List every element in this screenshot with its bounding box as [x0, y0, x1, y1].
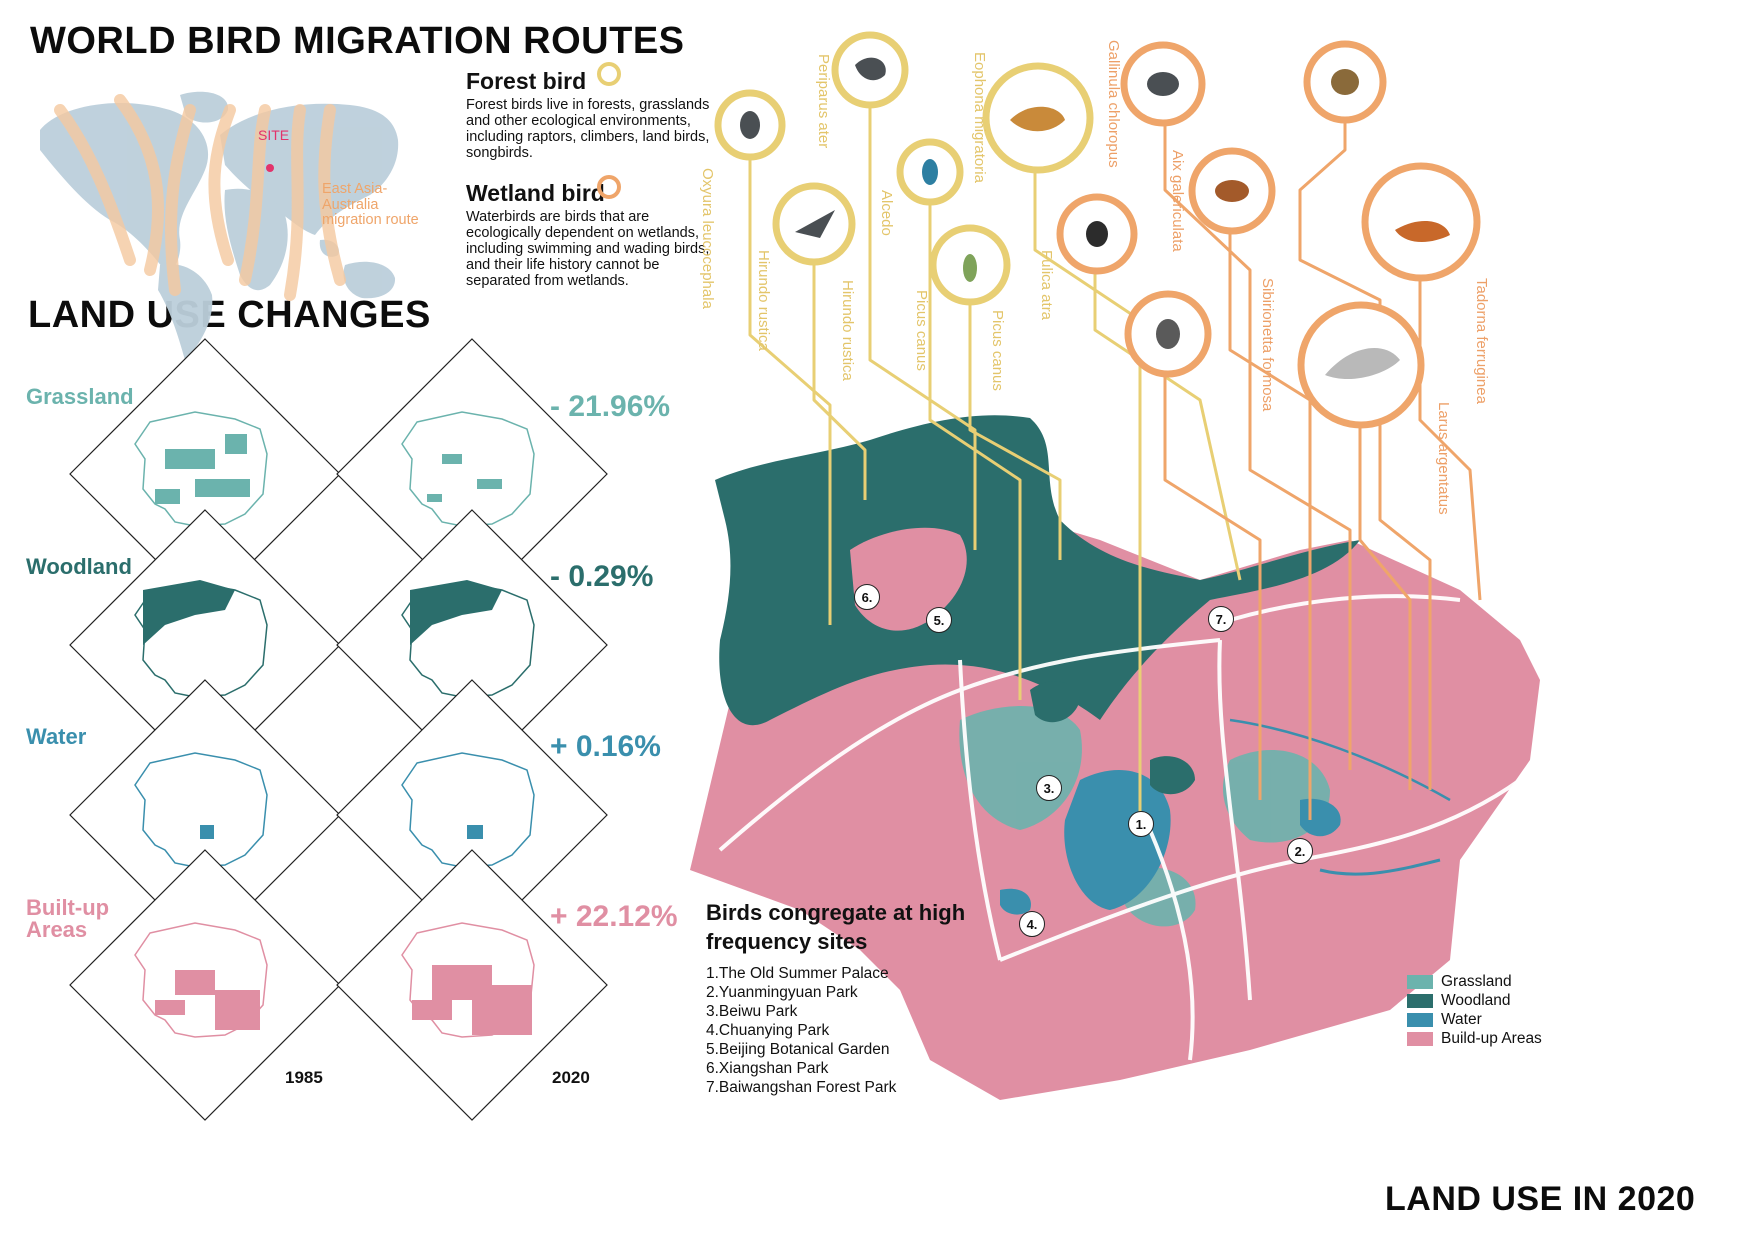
forest-bird-title: Forest bird: [466, 68, 587, 94]
list-item: 5.Beijing Botanical Garden: [706, 1041, 890, 1058]
bird-label-picus-1: Picus canus: [913, 290, 930, 371]
forest-ring-icon: [597, 62, 621, 86]
bird-label-hirundo-1: Hirundo rustica: [755, 250, 772, 351]
site-marker: 7.: [1208, 606, 1234, 632]
land-use-2020-title: LAND USE IN 2020: [1385, 1180, 1696, 1218]
forest-bird-text: Forest birds live in forests, grasslands…: [466, 97, 710, 161]
route-label: East Asia-Australia migration route: [322, 181, 419, 228]
water-swatch: [1407, 1012, 1433, 1027]
list-item: 1.The Old Summer Palace: [706, 965, 889, 982]
list-item: 3.Beiwu Park: [706, 1003, 798, 1020]
year-1985: 1985: [285, 1068, 323, 1087]
bird-label-sibirionetta: Sibirionetta formosa: [1259, 278, 1276, 412]
site-marker: 6.: [854, 584, 880, 610]
land-use-changes-title: LAND USE CHANGES: [28, 294, 431, 336]
bird-label-gallinula: Gallinula chloropus: [1105, 40, 1122, 168]
bird-label-oxyura: Oxyura leucocephala: [699, 168, 716, 309]
legend-label: Build-up Areas: [1441, 1029, 1542, 1047]
bird-label-periparus: Periparus ater: [815, 54, 832, 149]
legend-label: Water: [1441, 1010, 1482, 1028]
woodland-swatch: [1407, 993, 1433, 1008]
site-marker: 4.: [1019, 911, 1045, 937]
bird-label-aix: Aix galericulata: [1169, 150, 1186, 252]
builtup-label: Built-up Areas: [26, 895, 110, 942]
land-use-legend: Grassland Woodland Water Build-up Areas: [1407, 972, 1542, 1048]
bird-label-larus: Larus argentatus: [1435, 402, 1452, 515]
wetland-bird-text: Waterbirds are birds that are ecological…: [466, 209, 710, 289]
wetland-ring-icon: [597, 175, 621, 199]
wetland-bird-title: Wetland bird: [466, 180, 605, 206]
list-item: 4.Chuanying Park: [706, 1022, 830, 1039]
water-change: + 0.16%: [550, 730, 661, 763]
site-marker: 5.: [926, 607, 952, 633]
bird-label-hirundo-2: Hirundo rustica: [839, 280, 856, 381]
list-item: 6.Xiangshan Park: [706, 1060, 829, 1077]
list-item: 7.Baiwangshan Forest Park: [706, 1079, 897, 1096]
year-2020: 2020: [552, 1068, 590, 1087]
woodland-label: Woodland: [26, 554, 132, 579]
migration-title: WORLD BIRD MIGRATION ROUTES: [30, 20, 685, 62]
bird-label-eophona: Eophona migratoria: [971, 52, 988, 183]
grassland-swatch: [1407, 974, 1433, 989]
site-label: SITE: [258, 127, 290, 143]
sites-list: 1.The Old Summer Palace 2.Yuanmingyuan P…: [706, 964, 896, 1097]
bird-label-tadorna: Tadorna ferruginea: [1473, 278, 1490, 404]
legend-label: Grassland: [1441, 972, 1512, 990]
legend-row: Water: [1407, 1010, 1542, 1029]
site-marker: 2.: [1287, 838, 1313, 864]
builtup-swatch: [1407, 1031, 1433, 1046]
builtup-change: + 22.12%: [550, 900, 678, 933]
legend-row: Woodland: [1407, 991, 1542, 1010]
sites-title: Birds congregate at high frequency sites: [706, 900, 966, 954]
forest-bird-rings: [714, 31, 1094, 306]
legend-row: Build-up Areas: [1407, 1029, 1542, 1048]
list-item: 2.Yuanmingyuan Park: [706, 984, 858, 1001]
grassland-change: - 21.96%: [550, 390, 671, 423]
woodland-change: - 0.29%: [550, 560, 654, 593]
legend-row: Grassland: [1407, 972, 1542, 991]
legend-label: Woodland: [1441, 991, 1511, 1009]
bird-label-alcedo: Alcedo: [878, 190, 895, 236]
site-marker: 3.: [1036, 775, 1062, 801]
site-marker: 1.: [1128, 811, 1154, 837]
water-label: Water: [26, 724, 87, 749]
grassland-label: Grassland: [26, 384, 134, 409]
bird-label-picus-2: Picus canus: [989, 310, 1006, 391]
bird-label-fulica: Fulica atra: [1038, 250, 1055, 321]
